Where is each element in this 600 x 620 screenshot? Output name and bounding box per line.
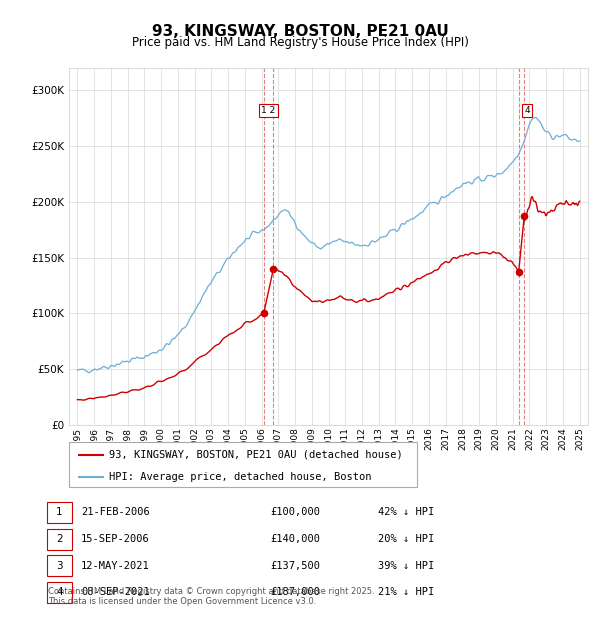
Point [520,211,529,221]
Text: 93, KINGSWAY, BOSTON, PE21 0AU (detached house): 93, KINGSWAY, BOSTON, PE21 0AU (detached… [109,450,403,459]
Text: 4: 4 [56,587,63,598]
Text: 42% ↓ HPI: 42% ↓ HPI [378,507,434,518]
Text: 20% ↓ HPI: 20% ↓ HPI [378,534,434,544]
Text: 2: 2 [56,534,63,544]
Point [514,267,523,277]
FancyBboxPatch shape [69,442,417,487]
Text: £137,500: £137,500 [270,560,320,571]
Text: 4: 4 [524,106,530,115]
Point [259,308,269,318]
Text: 1 2: 1 2 [262,106,275,115]
Text: 21-FEB-2006: 21-FEB-2006 [81,507,150,518]
Text: Price paid vs. HM Land Registry's House Price Index (HPI): Price paid vs. HM Land Registry's House … [131,36,469,49]
Text: 1: 1 [56,507,63,518]
Point [269,264,278,273]
Text: 39% ↓ HPI: 39% ↓ HPI [378,560,434,571]
Text: £100,000: £100,000 [270,507,320,518]
Text: 21% ↓ HPI: 21% ↓ HPI [378,587,434,598]
Text: 3: 3 [56,560,63,571]
Text: 12-MAY-2021: 12-MAY-2021 [81,560,150,571]
Text: 08-SEP-2021: 08-SEP-2021 [81,587,150,598]
Text: 15-SEP-2006: 15-SEP-2006 [81,534,150,544]
Text: HPI: Average price, detached house, Boston: HPI: Average price, detached house, Bost… [109,472,371,482]
Text: £187,000: £187,000 [270,587,320,598]
Text: 93, KINGSWAY, BOSTON, PE21 0AU: 93, KINGSWAY, BOSTON, PE21 0AU [152,24,448,38]
Text: £140,000: £140,000 [270,534,320,544]
Text: Contains HM Land Registry data © Crown copyright and database right 2025.
This d: Contains HM Land Registry data © Crown c… [48,587,374,606]
